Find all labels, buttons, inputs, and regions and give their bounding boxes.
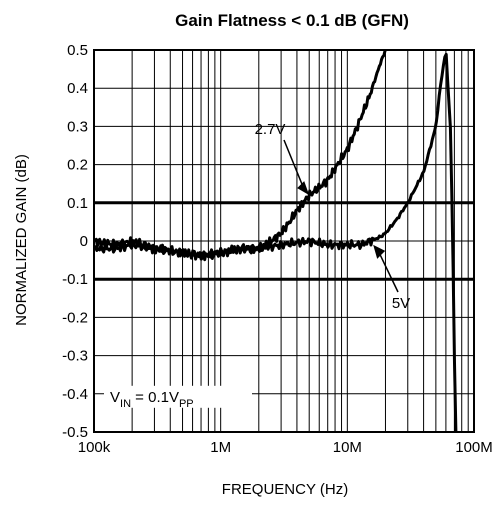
y-tick-label: -0.1 bbox=[62, 271, 88, 288]
grid bbox=[93, 49, 474, 433]
reference-lines bbox=[94, 201, 474, 281]
y-tick-label: 0 bbox=[80, 233, 88, 250]
y-tick-label: 0.2 bbox=[67, 157, 88, 174]
series-line-5v bbox=[94, 52, 458, 432]
vin-label-background bbox=[104, 385, 252, 408]
annotation-5v-arrowhead bbox=[373, 244, 386, 259]
y-tick-label: 0.5 bbox=[67, 42, 88, 59]
annotations: 2.7V 5V VIN = 0.1VPP bbox=[104, 121, 410, 410]
annotation-2-7v-label: 2.7V bbox=[255, 121, 286, 138]
x-tick-label: 100k bbox=[78, 439, 111, 456]
y-tick-label: -0.5 bbox=[62, 424, 88, 441]
y-tick-label: -0.2 bbox=[62, 309, 88, 326]
chart-title: Gain Flatness < 0.1 dB (GFN) bbox=[175, 11, 409, 30]
y-tick-label: -0.4 bbox=[62, 386, 88, 403]
annotation-5v-label: 5V bbox=[392, 295, 410, 312]
series-lines bbox=[94, 50, 458, 432]
vin-annotation: VIN = 0.1VPP bbox=[110, 389, 194, 410]
y-tick-label: 0.4 bbox=[67, 80, 88, 97]
series-line-2-7v bbox=[94, 50, 388, 262]
y-tick-label: 0.1 bbox=[67, 195, 88, 212]
y-tick-labels: 0.5 0.4 0.3 0.2 0.1 0 -0.1 -0.2 -0.3 -0.4 -0.5 bbox=[62, 42, 88, 441]
x-tick-label: 100M bbox=[455, 439, 493, 456]
annotation-2-7v-arrowhead bbox=[297, 181, 310, 196]
x-axis-label: FREQUENCY (Hz) bbox=[222, 481, 348, 498]
y-tick-label: -0.3 bbox=[62, 348, 88, 365]
x-tick-label: 10M bbox=[333, 439, 362, 456]
y-axis-label: NORMALIZED GAIN (dB) bbox=[13, 154, 30, 326]
plot-frame bbox=[93, 49, 475, 433]
annotation-5v-arrow bbox=[378, 252, 399, 293]
x-tick-label: 1M bbox=[210, 439, 231, 456]
x-tick-labels: 100k 1M 10M 100M bbox=[78, 439, 493, 456]
annotation-2-7v-arrow bbox=[283, 139, 304, 188]
y-tick-label: 0.3 bbox=[67, 118, 88, 135]
